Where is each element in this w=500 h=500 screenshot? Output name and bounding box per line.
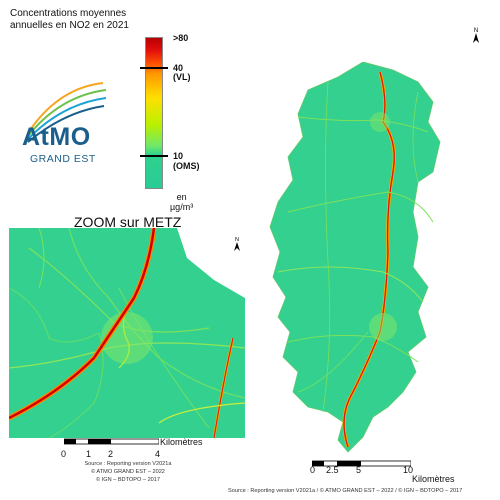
main-scalebar (312, 460, 411, 467)
scale-max-label: >80 (173, 33, 189, 43)
zoom-scalebar-tick-1: 1 (86, 449, 92, 459)
main-scalebar-tick-2: 5 (356, 465, 362, 475)
main-north-arrow-icon: N (473, 28, 479, 43)
zoom-title: ZOOM sur METZ (74, 214, 182, 230)
map-title-line1: Concentrations moyennes (10, 8, 127, 19)
main-scalebar-tick-1: 2.5 (326, 465, 339, 475)
main-map (269, 62, 441, 453)
logo-sub: GRAND EST (30, 153, 96, 165)
scale-vl-label: (VL) (173, 72, 191, 82)
logo-word: AtMO (22, 123, 91, 151)
main-scalebar-tick-0: 0 (310, 465, 316, 475)
color-scale-bar (145, 37, 163, 189)
credits-line1: Source : Reporting version V2021a (84, 461, 172, 467)
atmo-logo-swoosh-icon (27, 82, 107, 143)
source-line: Source : Reporting version V2021a / © AT… (228, 488, 463, 494)
scale-unit-line1: en (176, 192, 187, 202)
main-north-label: N (474, 28, 478, 34)
zoom-north-arrow-icon: N (234, 237, 240, 251)
zoom-scalebar-tick-3: 4 (155, 449, 161, 459)
zoom-north-label: N (235, 237, 239, 243)
scale-unit-line2: µg/m³ (170, 202, 194, 212)
zoom-scalebar-tick-0: 0 (61, 449, 67, 459)
scale-vl-value: 40 (173, 63, 184, 73)
main-scalebar-unit: Kilomètres (412, 474, 455, 484)
credits-line3: © IGN – BDTOPO – 2017 (95, 477, 161, 483)
zoom-scalebar-unit: Kilomètres (160, 437, 203, 447)
scale-oms-label: (OMS) (173, 161, 200, 171)
map-title: Concentrations moyennes annuelles en NO2… (10, 8, 129, 32)
zoom-scalebar (64, 438, 159, 445)
scale-unit: en µg/m³ (170, 192, 193, 212)
credits-line2: © ATMO GRAND EST – 2022 (91, 469, 165, 475)
map-title-line2: annuelles en NO2 en 2021 (10, 20, 129, 31)
credits: Source : Reporting version V2021a © ATMO… (68, 460, 188, 484)
scale-tick-vl (140, 67, 168, 69)
zoom-scalebar-tick-2: 2 (108, 449, 114, 459)
zoom-map (9, 228, 245, 438)
main-scalebar-tick-3: 10 (403, 465, 414, 475)
scale-tick-oms (140, 155, 168, 157)
scale-oms-value: 10 (173, 151, 184, 161)
